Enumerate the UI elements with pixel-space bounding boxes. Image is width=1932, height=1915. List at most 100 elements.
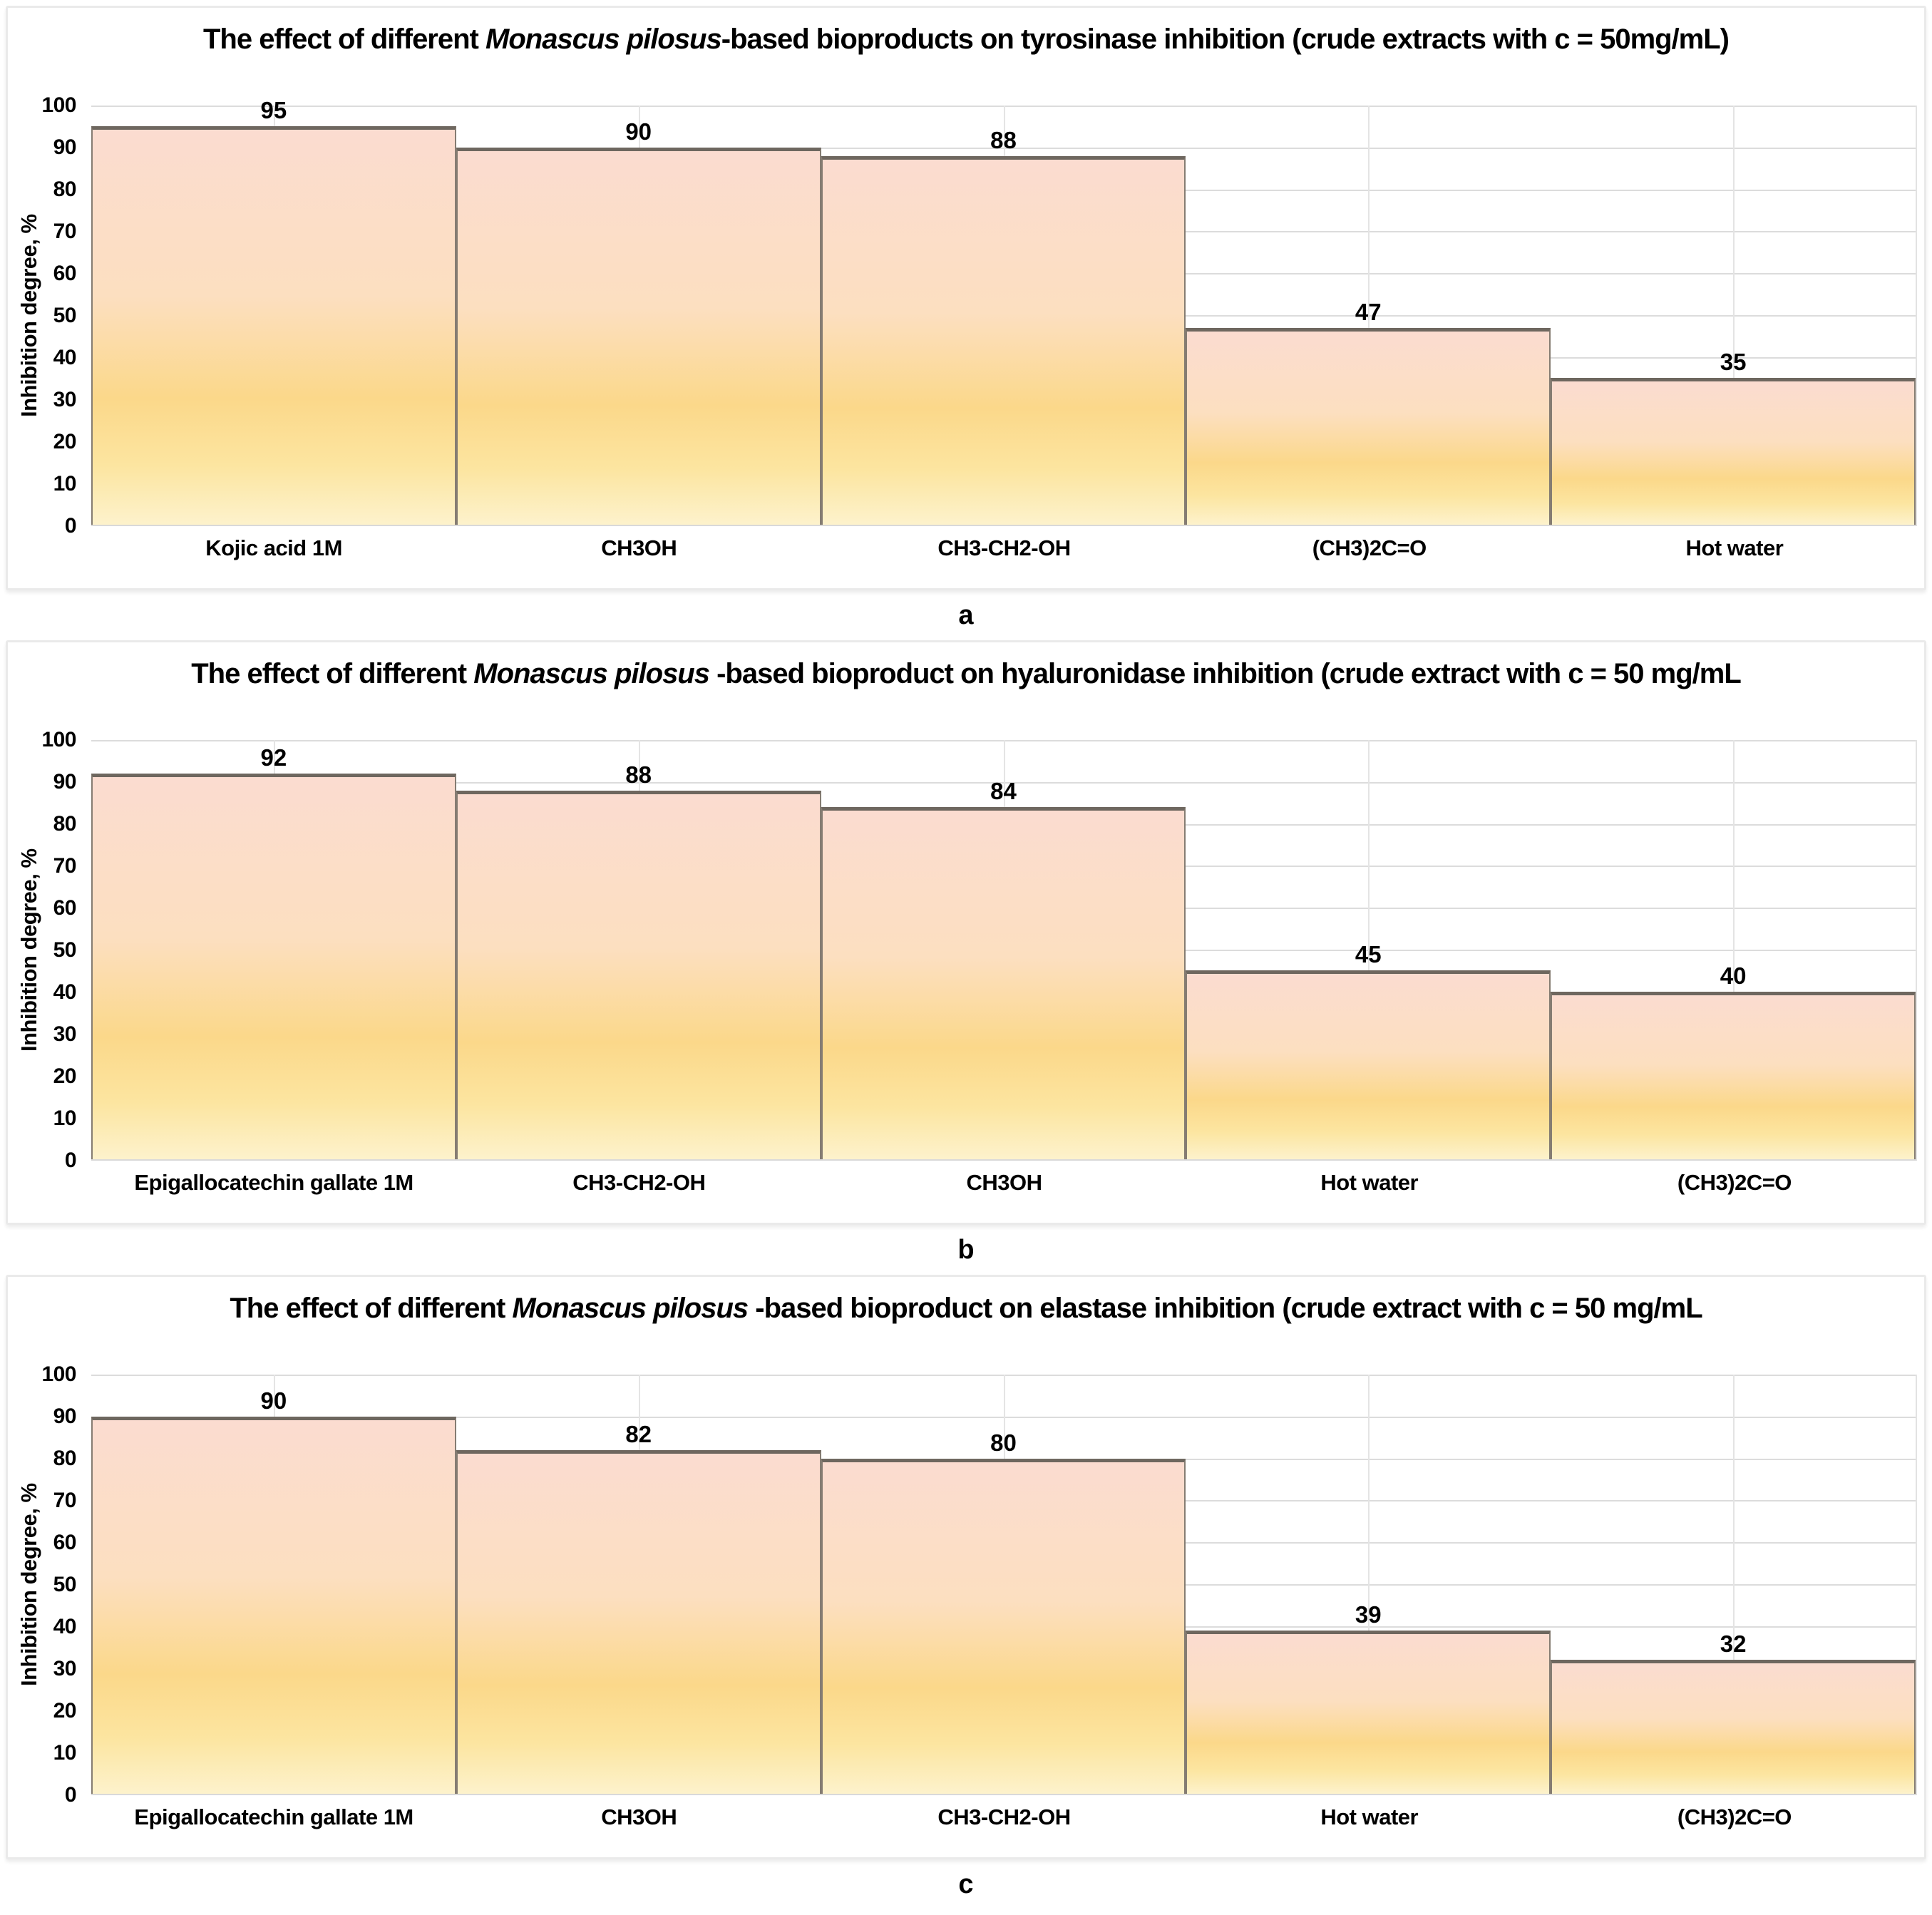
bar-value-label: 90 bbox=[625, 118, 652, 145]
panel-letter: b bbox=[957, 1234, 975, 1265]
bar-value-label: 95 bbox=[260, 97, 287, 124]
y-tick-label: 20 bbox=[53, 1064, 77, 1088]
bar-series: 92 88 84 45 40 bbox=[91, 740, 1916, 1159]
bar-value-label: 40 bbox=[1720, 962, 1747, 989]
chart-title: The effect of different Monascus pilosus… bbox=[36, 658, 1896, 690]
bar-value-label: 32 bbox=[1720, 1630, 1747, 1657]
panel-letter: c bbox=[958, 1869, 974, 1899]
bar-value-label: 88 bbox=[990, 126, 1017, 153]
gridline-vertical bbox=[1733, 740, 1735, 1159]
bar: 80 bbox=[821, 1429, 1186, 1794]
bar-value-label: 35 bbox=[1720, 349, 1747, 376]
y-tick-label: 70 bbox=[53, 1489, 77, 1512]
y-tick-label: 30 bbox=[53, 388, 77, 411]
y-tick-label: 60 bbox=[53, 1531, 77, 1554]
y-axis: 100 90 80 70 60 50 40 30 20 10 0 bbox=[8, 728, 85, 1172]
x-axis: Kojic acid 1M CH3OH CH3-CH2-OH (CH3)2C=O Hot… bbox=[91, 535, 1917, 561]
x-category-label: CH3OH bbox=[966, 1170, 1043, 1195]
x-category-label: (CH3)2C=O bbox=[1312, 535, 1427, 560]
y-tick-label: 100 bbox=[41, 1362, 76, 1386]
y-tick-label: 50 bbox=[53, 1573, 77, 1596]
bar: 82 bbox=[456, 1421, 821, 1794]
gridline-vertical bbox=[1368, 740, 1370, 1159]
bar: 84 bbox=[821, 778, 1186, 1159]
y-tick-label: 90 bbox=[53, 770, 77, 794]
bar: 95 bbox=[91, 97, 456, 525]
plot-area: 92 88 84 45 40 bbox=[91, 740, 1917, 1161]
chart-title-prefix: The effect of different bbox=[191, 658, 474, 689]
chart-title-prefix: The effect of different bbox=[202, 24, 485, 55]
x-category-label: CH3OH bbox=[601, 1804, 677, 1829]
chart-title-prefix: The effect of different bbox=[230, 1293, 513, 1324]
gridline-vertical bbox=[1733, 1375, 1735, 1794]
chart-title-species: Monascus pilosus bbox=[473, 658, 710, 689]
x-category-label: CH3-CH2-OH bbox=[937, 535, 1071, 560]
x-category-label: Hot water bbox=[1320, 1804, 1419, 1829]
bar-value-label: 84 bbox=[990, 778, 1017, 805]
bar-value-label: 47 bbox=[1355, 298, 1382, 325]
y-tick-label: 20 bbox=[53, 430, 77, 453]
x-category-label: CH3OH bbox=[601, 535, 677, 560]
x-category-label: Kojic acid 1M bbox=[205, 535, 342, 560]
y-tick-label: 40 bbox=[53, 346, 77, 369]
bar: 45 bbox=[1186, 941, 1551, 1159]
x-category-label: (CH3)2C=O bbox=[1677, 1170, 1792, 1195]
y-tick-label: 50 bbox=[53, 304, 77, 327]
bar-value-label: 92 bbox=[260, 744, 287, 771]
bar-value-label: 39 bbox=[1355, 1601, 1382, 1628]
x-axis: Epigallocatechin gallate 1M CH3OH CH3-CH2-… bbox=[91, 1804, 1917, 1830]
chart-title-suffix: -based bioproduct on hyaluronidase inhib… bbox=[709, 658, 1742, 689]
bar-series: 95 90 88 47 35 bbox=[91, 97, 1916, 525]
bar: 88 bbox=[456, 761, 821, 1159]
x-category-label: Epigallocatechin gallate 1M bbox=[134, 1170, 413, 1195]
y-tick-label: 0 bbox=[64, 1149, 77, 1172]
plot-area: 90 82 80 39 32 bbox=[91, 1375, 1917, 1795]
gridline-vertical bbox=[1368, 106, 1370, 525]
y-tick-label: 80 bbox=[53, 1447, 77, 1470]
chart-panel-c: The effect of different Monascus pilosus… bbox=[6, 1275, 1926, 1859]
bar-series: 90 82 80 39 32 bbox=[91, 1375, 1916, 1794]
bar: 47 bbox=[1186, 299, 1551, 525]
y-tick-label: 60 bbox=[53, 262, 77, 285]
chart-title: The effect of different Monascus pilosus… bbox=[36, 24, 1896, 56]
y-tick-label: 50 bbox=[53, 938, 77, 962]
y-tick-label: 0 bbox=[64, 1783, 77, 1807]
bar-value-label: 80 bbox=[990, 1429, 1017, 1456]
y-tick-label: 40 bbox=[53, 980, 77, 1004]
y-tick-label: 70 bbox=[53, 854, 77, 878]
y-tick-label: 10 bbox=[53, 1741, 77, 1765]
chart-title-suffix: -based bioproducts on tyrosinase inhibit… bbox=[721, 24, 1730, 55]
x-category-label: CH3-CH2-OH bbox=[572, 1170, 706, 1195]
bar-value-label: 88 bbox=[625, 761, 652, 788]
y-tick-label: 70 bbox=[53, 220, 77, 243]
x-category-label: Hot water bbox=[1685, 535, 1784, 560]
y-tick-label: 30 bbox=[53, 1657, 77, 1680]
bar: 32 bbox=[1551, 1631, 1916, 1794]
bar-value-label: 90 bbox=[260, 1387, 287, 1414]
x-category-label: Hot water bbox=[1320, 1170, 1419, 1195]
chart-title-species: Monascus pilosus bbox=[485, 24, 722, 55]
chart-title: The effect of different Monascus pilosus… bbox=[36, 1293, 1896, 1325]
y-tick-label: 100 bbox=[41, 728, 76, 751]
gridline-vertical bbox=[1733, 106, 1735, 525]
y-tick-label: 20 bbox=[53, 1699, 77, 1723]
bar: 35 bbox=[1551, 349, 1916, 525]
y-tick-label: 60 bbox=[53, 896, 77, 920]
x-category-label: CH3-CH2-OH bbox=[937, 1804, 1071, 1829]
y-tick-label: 0 bbox=[64, 514, 77, 538]
y-axis: 100 90 80 70 60 50 40 30 20 10 0 bbox=[8, 93, 85, 538]
bar: 39 bbox=[1186, 1601, 1551, 1794]
y-tick-label: 40 bbox=[53, 1615, 77, 1638]
bar-value-label: 82 bbox=[625, 1420, 652, 1447]
plot-area: 95 90 88 47 35 bbox=[91, 97, 1917, 526]
x-category-label: (CH3)2C=O bbox=[1677, 1804, 1792, 1829]
x-axis: Epigallocatechin gallate 1M CH3-CH2-OH CH3… bbox=[91, 1170, 1917, 1196]
bar: 92 bbox=[91, 744, 456, 1159]
y-tick-label: 80 bbox=[53, 178, 77, 201]
y-axis: 100 90 80 70 60 50 40 30 20 10 0 bbox=[8, 1362, 85, 1807]
y-tick-label: 10 bbox=[53, 472, 77, 496]
y-tick-label: 80 bbox=[53, 812, 77, 836]
chart-panel-a: The effect of different Monascus pilosus… bbox=[6, 6, 1926, 590]
chart-panel-b: The effect of different Monascus pilosus… bbox=[6, 640, 1926, 1225]
